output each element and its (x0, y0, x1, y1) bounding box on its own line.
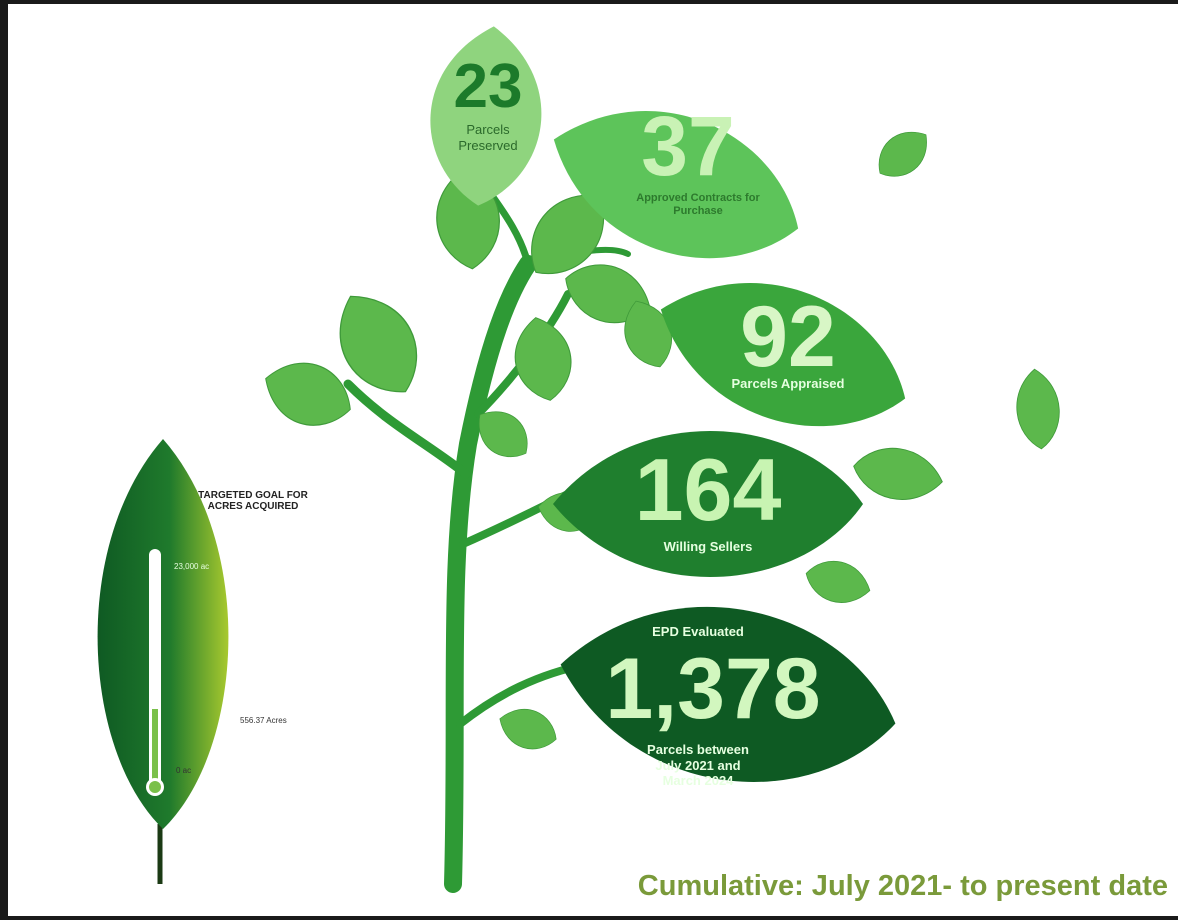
metric-value: 164 (598, 446, 818, 534)
infographic: 23 Parcels Preserved 37 Approved Contrac… (8, 4, 1178, 916)
metric-label: Parcels between July 2021 and March 2024 (643, 742, 753, 789)
thermometer-title: TARGETED GOAL FOR ACRES ACQUIRED (193, 490, 313, 512)
thermometer-max: 23,000 ac (174, 562, 209, 571)
metric-value: 92 (708, 294, 868, 380)
thermometer-min: 0 ac (176, 766, 191, 775)
metric-caption: EPD Evaluated (608, 624, 788, 640)
metric-value: 23 (428, 56, 548, 118)
footer: Cumulative: July 2021- to present date (528, 870, 1168, 903)
thermometer-fill (152, 709, 158, 787)
metric-label: Parcels Appraised (698, 376, 878, 392)
metric-value: 1,378 (568, 646, 858, 732)
metric-label: Approved Contracts for Purchase (628, 192, 768, 218)
metric-label: Parcels Preserved (438, 122, 538, 153)
thermometer-bulb (149, 781, 161, 793)
metric-value: 37 (608, 104, 768, 188)
illustration (8, 4, 1178, 916)
thermometer-current: 556.37 Acres (240, 716, 287, 725)
metric-label: Willing Sellers (618, 539, 798, 555)
